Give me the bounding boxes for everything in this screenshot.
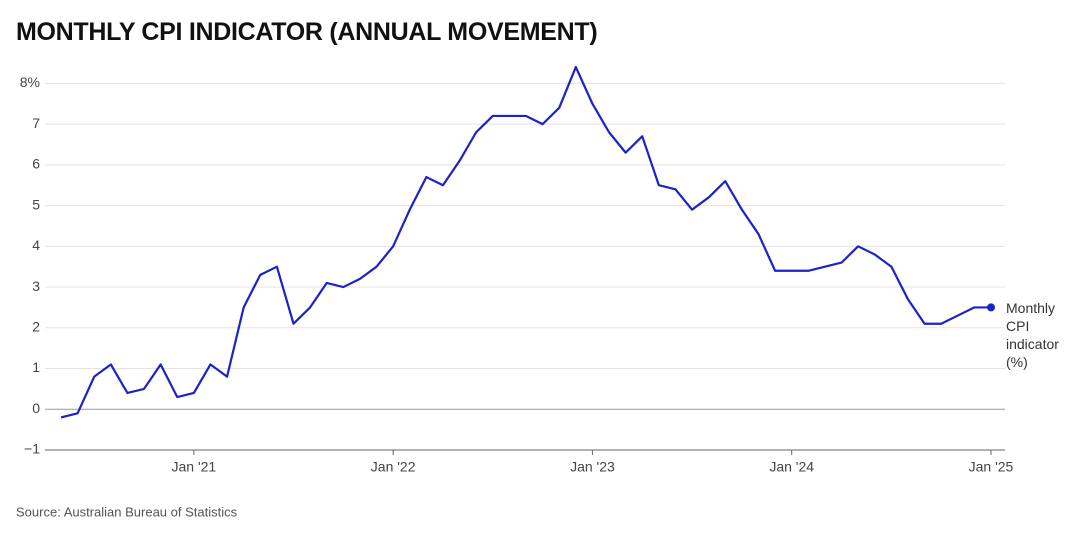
y-tick-label: 1 (32, 359, 40, 375)
chart-title: MONTHLY CPI INDICATOR (ANNUAL MOVEMENT) (16, 18, 597, 46)
y-tick-label: 5 (32, 196, 40, 212)
x-tick-label: Jan '22 (371, 459, 416, 475)
y-tick-label: 3 (32, 278, 40, 294)
x-tick-label: Jan '23 (570, 459, 615, 475)
y-tick-label: 4 (32, 237, 40, 253)
y-tick-label: 8% (20, 74, 40, 90)
x-tick-label: Jan '24 (769, 459, 814, 475)
legend-label: Monthly CPI indicator (%) (1006, 300, 1059, 370)
y-tick-label: 0 (32, 400, 40, 416)
x-tick-label: Jan '25 (969, 459, 1014, 475)
y-tick-label: 6 (32, 156, 40, 172)
y-tick-label: −1 (24, 441, 40, 457)
end-dot (987, 303, 995, 312)
line (60, 65, 991, 419)
y-tick-label: 2 (32, 318, 40, 334)
x-tick-label: Jan '21 (171, 459, 216, 475)
y-tick-label: 7 (32, 115, 40, 131)
source: Source: Australian Bureau of Statistics (16, 504, 238, 519)
